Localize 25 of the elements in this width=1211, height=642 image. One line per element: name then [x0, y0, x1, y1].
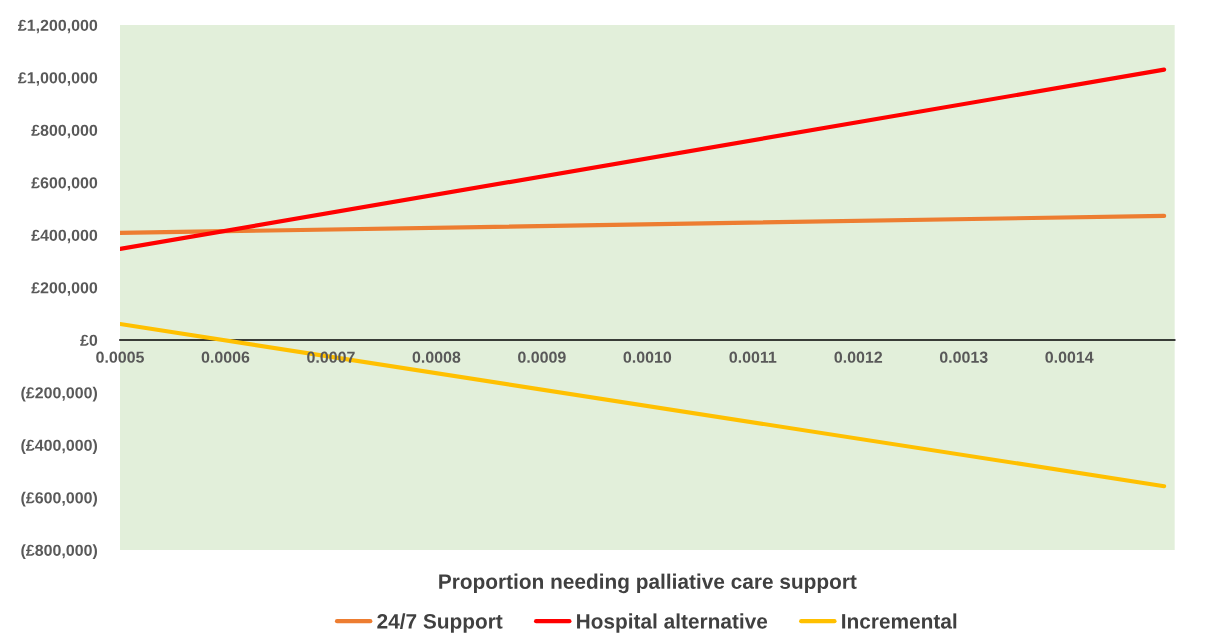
y-tick-label: £1,000,000 [18, 72, 98, 86]
x-tick-label: 0.0008 [412, 351, 461, 363]
x-tick-label: 0.0009 [518, 351, 566, 363]
x-tick-label: 0.0010 [623, 351, 672, 363]
y-tick-label: £200,000 [31, 282, 98, 296]
x-tick-label: 0.0006 [201, 351, 250, 363]
x-axis-title: Proportion needing palliative care support [439, 573, 857, 594]
x-tick-label: 0.0012 [834, 351, 883, 363]
y-tick-label: £800,000 [31, 124, 98, 139]
x-tick-label: 0.0011 [729, 351, 777, 363]
y-tick-label: £600,000 [31, 177, 98, 191]
y-tick-label: (£200,000) [21, 386, 97, 402]
x-tick-label: 0.0014 [1045, 351, 1094, 363]
x-tick-label: 0.0005 [96, 351, 144, 363]
legend-label: Incremental [842, 613, 957, 629]
x-tick-label: 0.0013 [939, 351, 988, 363]
legend-label: Hospital alternative [577, 613, 768, 633]
y-tick-label: (£800,000) [21, 544, 97, 560]
y-tick-label: (£400,000) [21, 439, 97, 455]
x-tick-label: 0.0007 [307, 351, 355, 363]
y-tick-label: £1,200,000 [18, 19, 98, 34]
y-tick-label: (£600,000) [21, 491, 97, 507]
y-tick-label: £0 [80, 334, 98, 346]
legend-label: 24/7 Support [377, 613, 503, 633]
y-tick-label: £400,000 [31, 229, 98, 244]
